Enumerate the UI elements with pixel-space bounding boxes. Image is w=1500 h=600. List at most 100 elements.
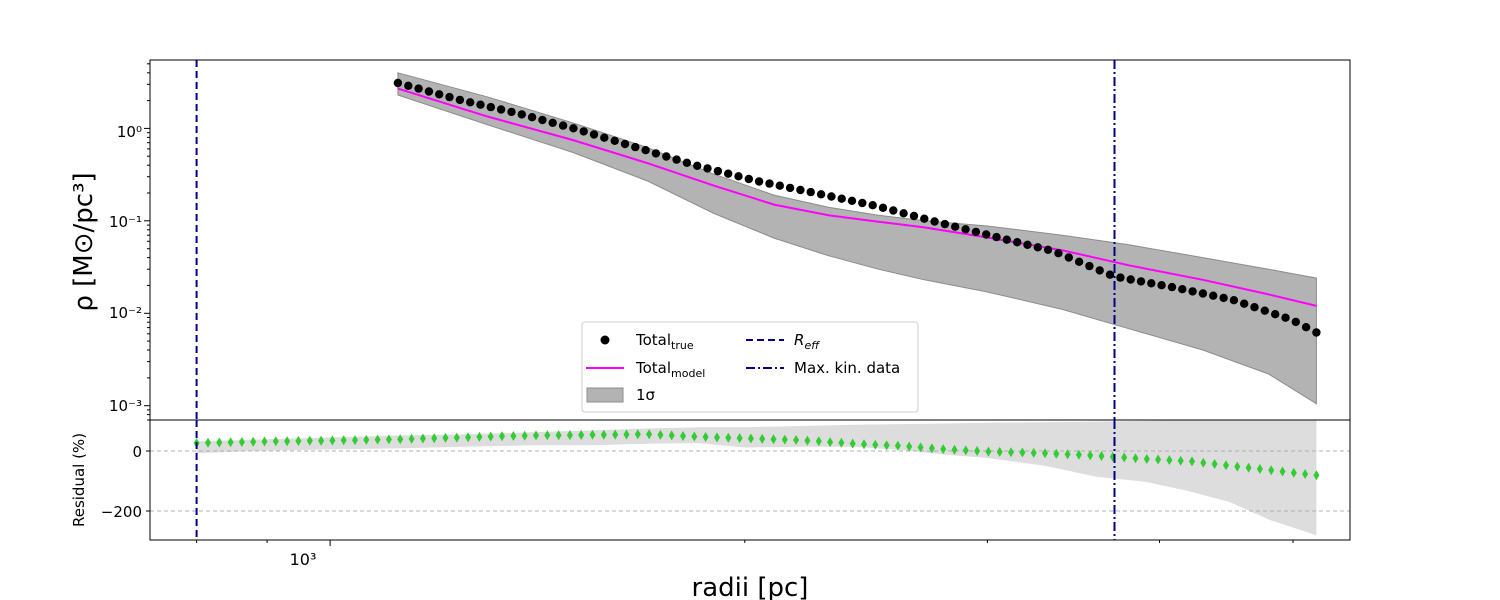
residual-point bbox=[691, 431, 698, 442]
true-density-point bbox=[703, 164, 712, 173]
residual-point bbox=[928, 443, 935, 454]
true-density-point bbox=[579, 127, 588, 136]
residual-point bbox=[499, 431, 505, 442]
true-density-point bbox=[538, 115, 547, 125]
x-tick-label-1e3: 10³ bbox=[290, 550, 317, 569]
true-density-point bbox=[868, 201, 877, 210]
residual-point bbox=[1268, 465, 1275, 476]
true-density-point bbox=[414, 84, 423, 93]
residual-point bbox=[894, 440, 901, 451]
true-density-point bbox=[1054, 249, 1063, 258]
residual-point bbox=[1143, 454, 1150, 464]
true-density-point bbox=[548, 118, 557, 128]
residual-point bbox=[781, 434, 788, 445]
true-density-point bbox=[1229, 296, 1239, 305]
true-density-point bbox=[507, 107, 516, 117]
residual-point bbox=[849, 438, 856, 449]
true-density-point bbox=[404, 81, 413, 91]
residual-point bbox=[1290, 467, 1297, 478]
true-density-point bbox=[600, 133, 609, 142]
true-density-point bbox=[589, 130, 599, 139]
true-density-point bbox=[527, 113, 537, 122]
true-density-point bbox=[1043, 245, 1053, 254]
residual-point bbox=[962, 445, 969, 456]
residual-point bbox=[510, 431, 517, 441]
y-tick-label-1e-1: 10⁻¹ bbox=[109, 213, 142, 231]
residual-point bbox=[883, 440, 890, 451]
true-density-point bbox=[1085, 261, 1094, 271]
true-density-point bbox=[982, 230, 991, 239]
legend-reff: Reff bbox=[794, 331, 820, 352]
residual-point bbox=[1008, 447, 1014, 458]
true-density-point bbox=[486, 102, 495, 112]
true-density-point bbox=[858, 198, 867, 208]
true-density-point bbox=[847, 196, 857, 205]
residual-point bbox=[827, 437, 834, 448]
true-density-point bbox=[744, 174, 753, 184]
legend-sigma: 1σ bbox=[636, 386, 656, 404]
true-density-point bbox=[1136, 277, 1146, 286]
residual-point bbox=[736, 433, 743, 444]
true-density-point bbox=[393, 78, 403, 88]
legend-dot-marker bbox=[600, 335, 610, 345]
residual-y-tick-label-minus200: −200 bbox=[101, 503, 142, 521]
residual-point bbox=[1302, 469, 1309, 479]
true-density-point bbox=[1167, 282, 1177, 292]
true-density-point bbox=[992, 232, 1001, 242]
residual-point bbox=[1132, 453, 1139, 464]
residual-point bbox=[1053, 448, 1060, 459]
true-density-point bbox=[1260, 306, 1270, 315]
residual-point bbox=[216, 437, 223, 448]
residual-point bbox=[747, 433, 754, 444]
residual-point bbox=[657, 429, 664, 440]
residual-point bbox=[544, 430, 551, 441]
residual-points bbox=[193, 429, 1320, 481]
residual-y-tick-label-0: 0 bbox=[132, 443, 142, 461]
true-density-point bbox=[920, 214, 929, 223]
true-density-point bbox=[641, 146, 650, 155]
residual-point bbox=[352, 435, 358, 446]
residual-point bbox=[770, 434, 777, 445]
residual-point bbox=[1200, 457, 1207, 468]
residual-point bbox=[465, 432, 472, 443]
residual-point bbox=[487, 431, 494, 442]
true-density-point bbox=[785, 183, 795, 193]
true-density-point bbox=[796, 185, 805, 195]
residual-point bbox=[1189, 456, 1195, 467]
residual-point bbox=[996, 446, 1003, 457]
residual-point bbox=[1223, 460, 1229, 471]
residual-point bbox=[250, 436, 257, 447]
true-density-point bbox=[1301, 323, 1311, 332]
true-density-point bbox=[754, 177, 764, 186]
legend-total-model: Totalmodel bbox=[635, 359, 705, 380]
residual-point bbox=[861, 439, 867, 450]
residual-point bbox=[227, 437, 234, 448]
true-density-point bbox=[734, 172, 743, 181]
residual-point bbox=[340, 435, 347, 446]
residual-point bbox=[374, 434, 381, 445]
main-y-ticks bbox=[144, 63, 150, 421]
true-density-point bbox=[724, 169, 733, 178]
residual-point bbox=[419, 433, 426, 444]
residual-point bbox=[725, 432, 732, 443]
true-density-point bbox=[1312, 328, 1321, 337]
true-density-point bbox=[765, 179, 774, 188]
legend: Totaltrue Totalmodel 1σ Reff Max. kin. d… bbox=[581, 321, 919, 413]
true-density-point bbox=[435, 90, 444, 99]
true-density-point bbox=[631, 142, 640, 152]
true-density-point bbox=[1013, 238, 1022, 247]
main-density-panel: 10⁰ 10⁻¹ 10⁻² 10⁻³ ρ [M⊙/pc³] Totaltrue … bbox=[69, 59, 1351, 421]
true-density-point bbox=[651, 149, 661, 158]
true-density-point bbox=[693, 161, 702, 170]
true-density-point bbox=[672, 155, 681, 164]
residual-point bbox=[329, 435, 336, 446]
residual-axes-frame bbox=[149, 419, 1351, 541]
residual-point bbox=[261, 436, 268, 447]
true-density-point bbox=[1147, 279, 1156, 288]
true-density-point bbox=[837, 194, 846, 203]
true-density-point bbox=[930, 217, 939, 226]
residual-point bbox=[1177, 455, 1184, 466]
residual-point bbox=[306, 435, 313, 446]
true-density-point bbox=[1240, 299, 1249, 308]
residual-point bbox=[1121, 452, 1128, 463]
